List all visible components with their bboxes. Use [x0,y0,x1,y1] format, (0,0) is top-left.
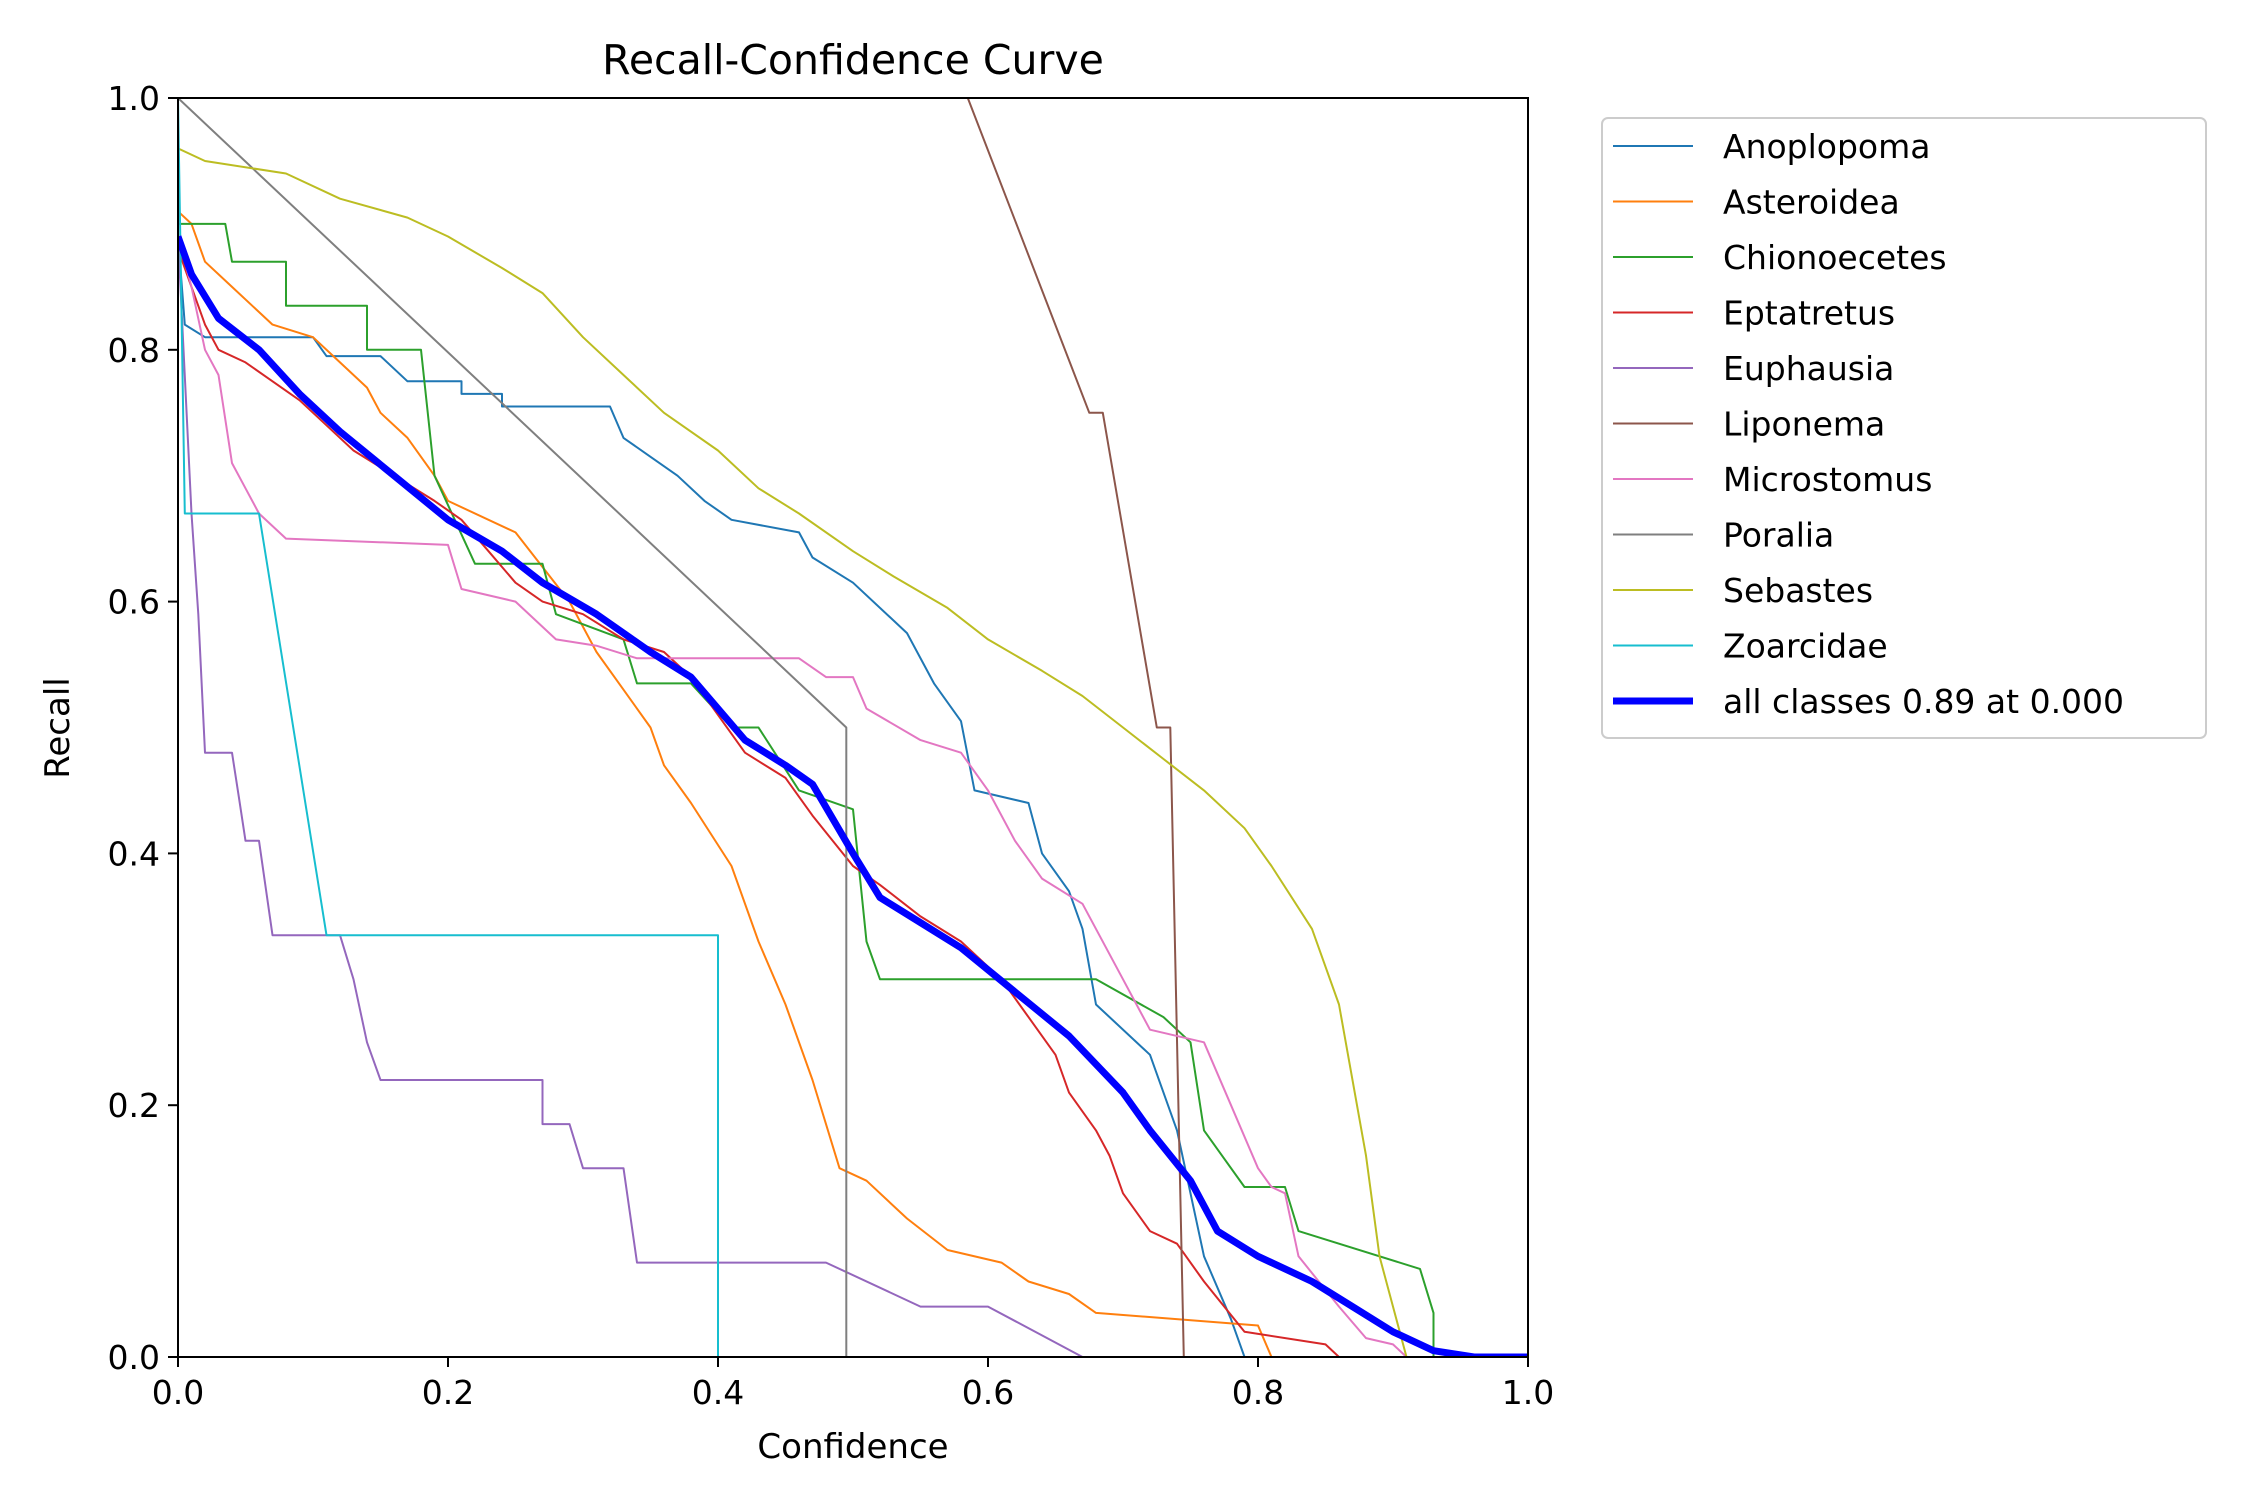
legend-label: Chionoecetes [1723,238,1947,277]
legend-label: Asteroidea [1723,183,1900,222]
y-tick-label: 0.8 [108,331,160,370]
series-line-microstomus [178,236,1528,1357]
series-line-poralia [178,98,1528,1357]
y-tick-label: 0.0 [108,1338,160,1377]
series-line-sebastes [178,147,1528,1357]
x-tick-label: 0.8 [1232,1373,1284,1412]
series-layer [178,98,1528,1357]
legend-label: Sebastes [1723,571,1873,610]
y-tick-label: 0.4 [108,834,160,873]
legend-box [1601,117,2207,739]
series-line-chionoecetes [178,222,1528,1357]
chart-title: Recall-Confidence Curve [602,36,1104,84]
legend-label: Liponema [1723,405,1885,444]
y-axis-label: Recall [38,677,78,778]
series-line-liponema [966,98,1528,1357]
legend-label: Anoplopoma [1723,127,1931,166]
x-tick-label: 0.6 [962,1373,1014,1412]
x-tick-label: 0.4 [692,1373,744,1412]
x-axis-label: Confidence [757,1427,948,1467]
legend-label: all classes 0.89 at 0.000 [1723,682,2124,721]
series-line-euphausia [178,236,1528,1357]
x-tick-label: 1.0 [1502,1373,1554,1412]
y-tick-label: 0.2 [108,1086,160,1125]
series-line-all-classes-0-89-at-0-000 [178,235,1528,1357]
y-axis: 0.0 0.2 0.4 0.6 0.8 1.0 [108,79,178,1377]
y-tick-label: 0.6 [108,583,160,622]
x-axis: 0.0 0.2 0.4 0.6 0.8 1.0 [152,1357,1554,1412]
series-line-eptatretus [178,248,1528,1357]
series-line-zoarcidae [178,98,1528,1357]
series-line-asteroidea [178,210,1528,1357]
legend-label: Microstomus [1723,460,1932,499]
legend-label: Zoarcidae [1723,627,1888,666]
legend-label: Poralia [1723,516,1834,555]
legend: Anoplopoma Asteroidea Chionoecetes Eptatret… [1601,117,2207,739]
series-line-anoplopoma [178,236,1528,1357]
x-tick-label: 0.2 [422,1373,474,1412]
y-tick-label: 1.0 [108,79,160,118]
legend-label: Eptatretus [1723,294,1895,333]
plot-frame [177,97,1529,1358]
x-tick-label: 0.0 [152,1373,204,1412]
legend-label: Euphausia [1723,349,1894,388]
